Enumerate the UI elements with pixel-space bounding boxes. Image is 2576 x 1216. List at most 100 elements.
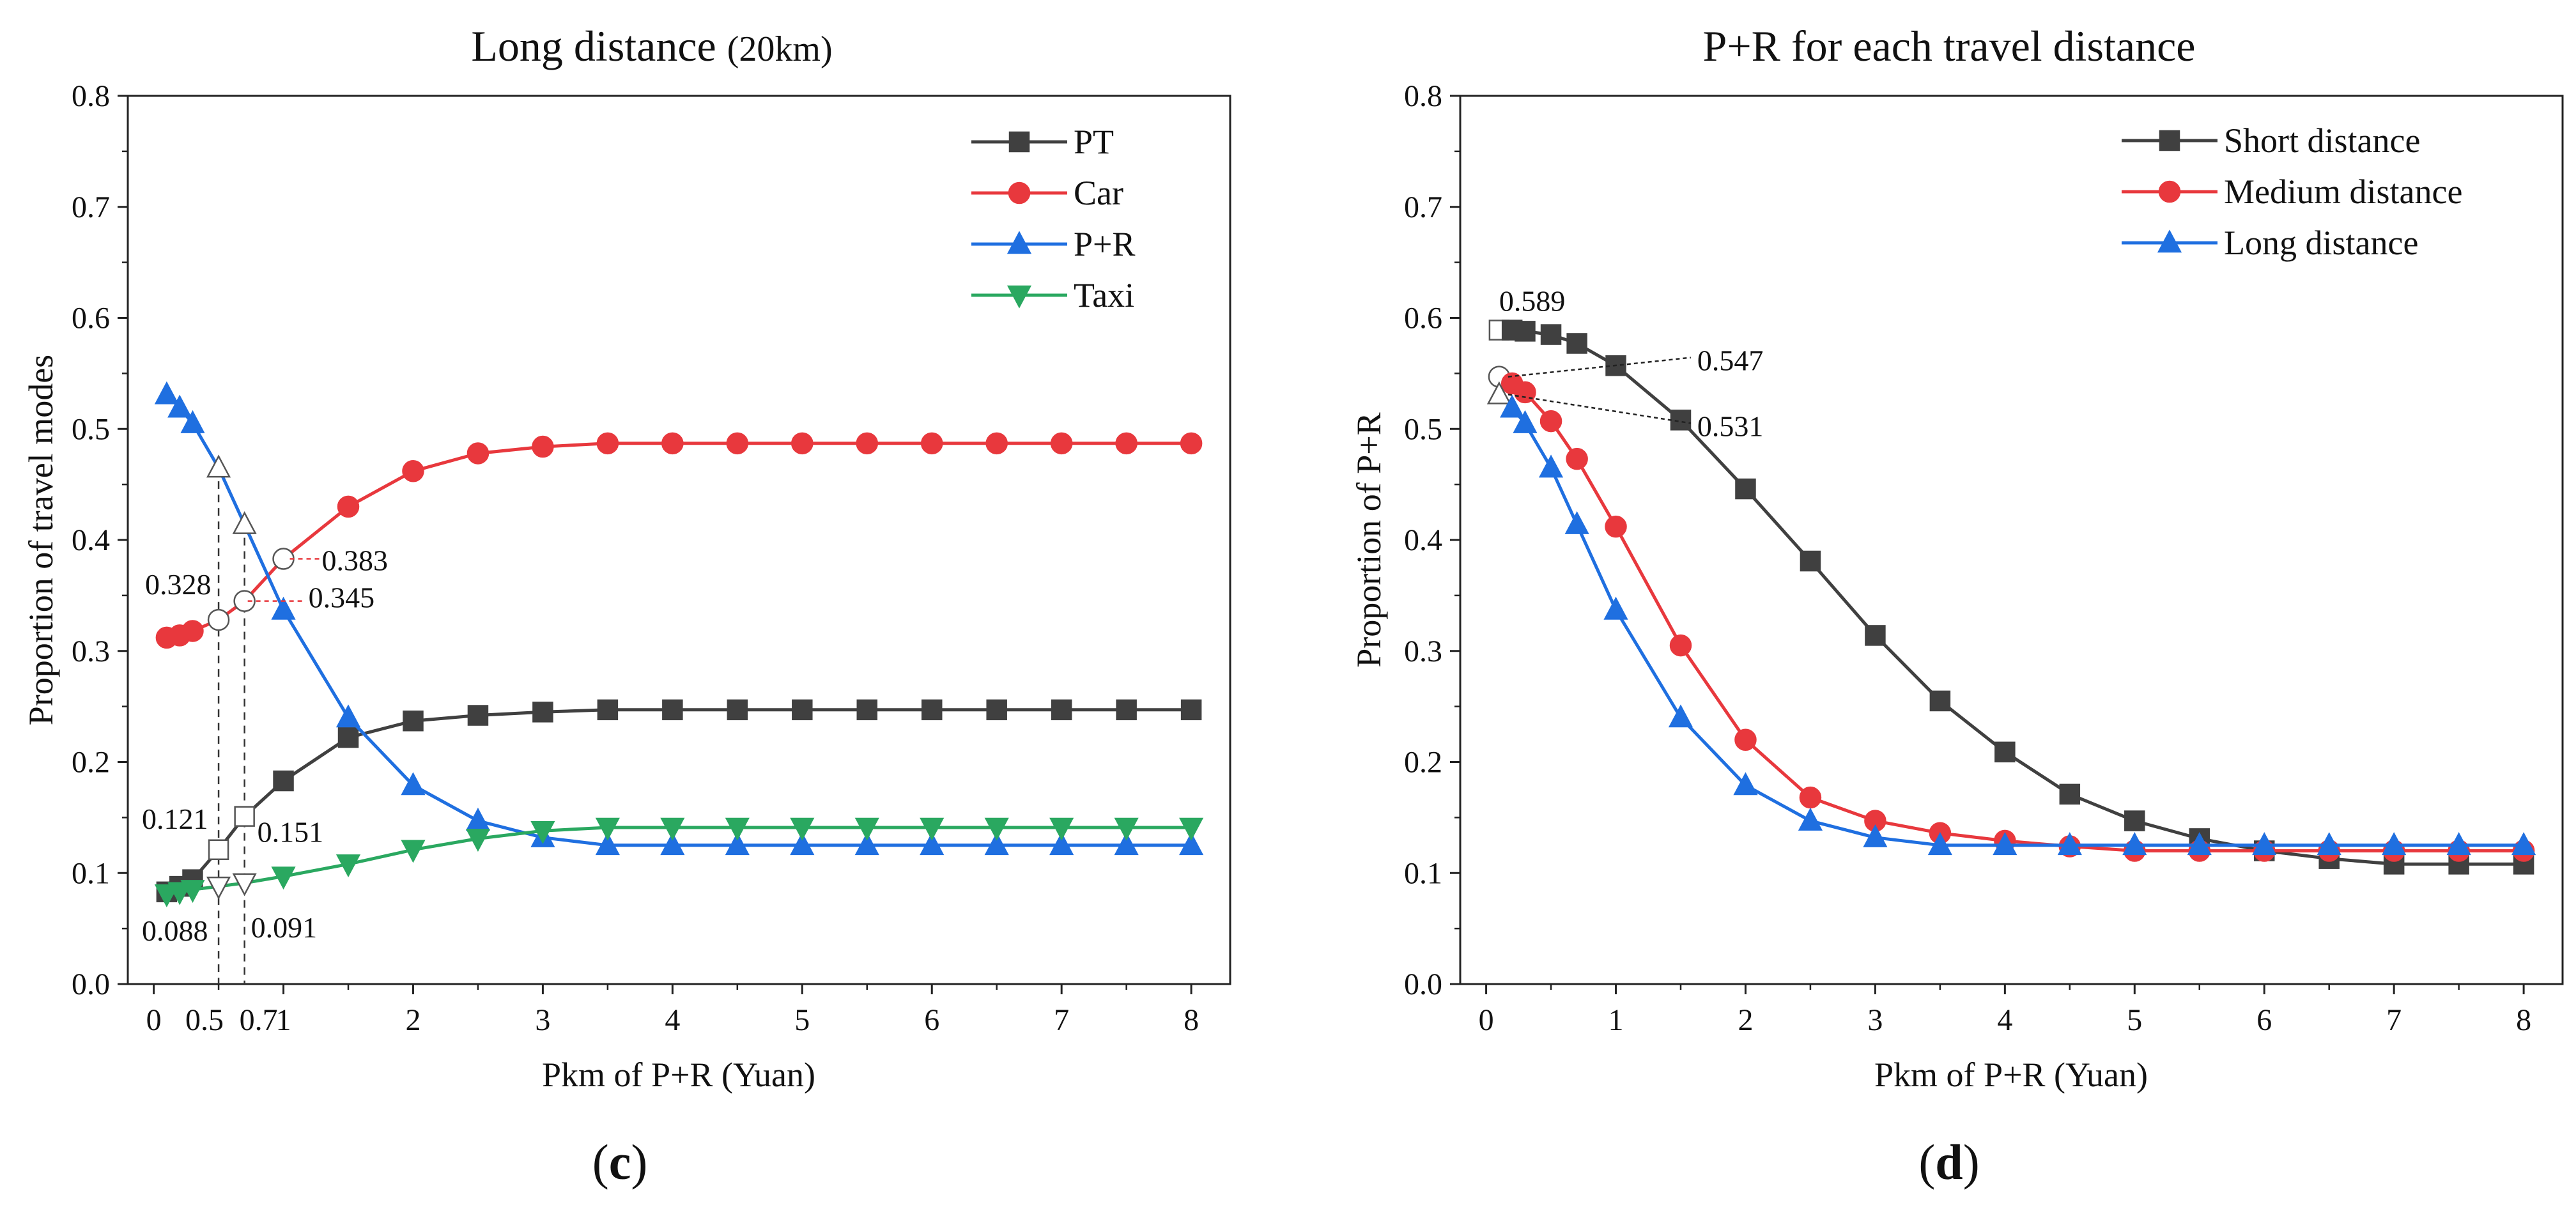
data-point [2317,832,2341,856]
data-point [180,880,205,903]
x-tick-label-c: 1 [276,1003,291,1037]
data-point [180,410,205,433]
data-point [232,873,257,897]
y-tick-label-d: 0.4 [1404,523,1442,557]
data-point [1994,741,2016,763]
panel-label-c: (c) [592,1134,648,1190]
y-tick-label-c: 0.8 [72,79,110,113]
data-point [465,829,491,852]
chart-panel-d: P+R for each travel distance 0 1 2 3 4 5 6 7 8 0.… [1350,22,2564,1190]
data-point [1049,832,1074,856]
series-layer-c [154,381,1204,907]
data-point [856,699,878,721]
x-tick-label-d: 4 [1997,1003,2012,1037]
y-axis-label-d: Proportion of P+R [1350,412,1388,668]
axis-ticks-d: 0 1 2 3 4 5 6 7 8 0.0 0.1 0.2 0.3 0.4 0.5 0.6 0.7 0.8 [1404,79,2531,1037]
data-point [1515,321,1536,342]
legend-label: Taxi [1074,276,1134,314]
x-tick-label-c: 7 [1054,1003,1069,1037]
legend-label: Long distance [2224,224,2418,262]
data-point [154,381,179,404]
x-tick-label-d: 0 [1479,1003,1494,1037]
data-point [2057,832,2082,856]
data-point [335,854,361,878]
data-point [1514,381,1536,404]
data-point [271,596,296,620]
legend-label: P+R [1074,225,1136,263]
y-tick-label-d: 0.0 [1404,967,1442,1001]
x-tick-label-c: 2 [405,1003,420,1037]
data-point [1566,333,1587,354]
data-point [1114,832,1139,856]
data-point [920,432,943,455]
data-point [2187,832,2212,856]
x-tick-label-c: 0 [146,1003,162,1037]
x-tick-label-c: 4 [665,1003,680,1037]
data-point [1050,432,1073,455]
data-point [1798,807,1823,831]
data-point [596,432,619,455]
data-point [1116,699,1137,721]
data-point [727,699,748,721]
y-tick-label-d: 0.2 [1404,746,1442,780]
data-point [181,620,204,642]
data-point [1929,690,1951,712]
axis-ticks-c: 0 1 2 3 4 5 6 7 8 0.0 0.1 0.2 0.3 0.4 0.5 0.6 0.7 0.8 0.5 0… [72,79,1199,1037]
data-label: 0.345 [309,581,375,614]
data-point [1669,634,1692,657]
y-tick-label-c: 0.4 [72,523,110,557]
data-point [530,820,555,844]
data-point [403,710,424,732]
data-point [660,832,685,856]
y-tick-label-d: 0.6 [1404,302,1442,335]
data-point [402,460,424,482]
data-point [1115,432,1138,455]
data-point [273,770,294,792]
x-tick-label-d: 1 [1608,1003,1624,1037]
y-tick-label-c: 0.5 [72,412,110,446]
data-point [271,866,296,890]
data-point [2122,832,2147,856]
data-point [1733,772,1758,796]
x-tick-label-c: 6 [924,1003,939,1037]
data-point [206,876,231,900]
data-point [854,832,879,856]
data-point [595,832,620,856]
data-point [234,806,255,827]
x-tick-label-c: 8 [1184,1003,1199,1037]
y-tick-label-d: 0.5 [1404,412,1442,446]
data-point [233,590,256,612]
legend-label: Medium distance [2224,173,2462,211]
data-point [725,817,750,841]
data-point [1603,596,1628,620]
data-point [2511,832,2536,856]
data-label: 0.121 [142,803,208,835]
data-point [791,432,814,455]
y-tick-label-c: 0.0 [72,967,110,1001]
data-point [1179,832,1204,856]
data-point [1051,699,1072,721]
x-axis-label-d: Pkm of P+R (Yuan) [1874,1056,2148,1094]
data-point [595,817,620,841]
x-extra-tick-label-c: 0.7 [240,1003,278,1037]
data-point [1180,699,1202,721]
legend-d: Short distance Medium distance Long distan… [2122,121,2462,262]
data-point [1993,832,2017,856]
data-point [1734,728,1757,751]
y-tick-label-c: 0.3 [72,635,110,668]
x-axis-label-c: Pkm of P+R (Yuan) [542,1056,815,1094]
annotations-d: 0.589 0.547 0.531 [1499,285,1764,443]
data-point [467,442,490,465]
data-point [337,495,360,518]
chart-panel-c: Long distance (20km) 0 1 2 3 4 5 6 7 80.00.10.20… [22,22,1231,1190]
y-tick-label-c: 0.2 [72,746,110,780]
data-point [790,832,815,856]
data-point [337,727,359,748]
annotations-c: 0.328 0.345 0.383 0.121 0.151 0.088 0.091 [142,544,388,948]
data-point [660,817,685,841]
data-label: 0.589 [1499,285,1566,318]
y-tick-label-d: 0.1 [1404,856,1442,890]
data-point [2124,810,2145,831]
